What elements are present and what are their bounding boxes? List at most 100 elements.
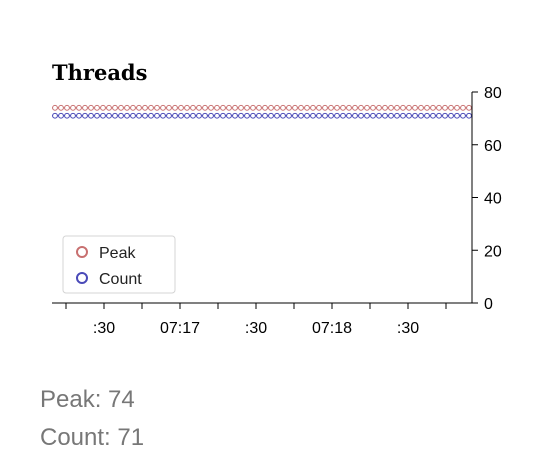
count-data-point bbox=[454, 112, 460, 119]
peak-data-point bbox=[412, 104, 418, 111]
peak-data-point bbox=[262, 104, 268, 111]
peak-data-point bbox=[202, 104, 208, 111]
count-data-point bbox=[58, 112, 64, 119]
peak-data-point bbox=[58, 104, 64, 111]
count-data-point bbox=[256, 112, 262, 119]
count-data-point bbox=[208, 112, 214, 119]
peak-data-point bbox=[178, 104, 184, 111]
count-data-point bbox=[268, 112, 274, 119]
count-data-point bbox=[436, 112, 442, 119]
count-data-point bbox=[358, 112, 364, 119]
peak-data-point bbox=[130, 104, 136, 111]
peak-data-point bbox=[358, 104, 364, 111]
peak-data-point bbox=[106, 104, 112, 111]
count-data-point bbox=[76, 112, 82, 119]
peak-data-point bbox=[232, 104, 238, 111]
count-data-point bbox=[382, 112, 388, 119]
peak-data-point bbox=[292, 104, 298, 111]
legend[interactable]: Peak Count bbox=[62, 235, 176, 294]
peak-data-point bbox=[244, 104, 250, 111]
peak-data-point bbox=[274, 104, 280, 111]
legend-peak-marker bbox=[76, 246, 88, 258]
y-tick-label: 20 bbox=[484, 243, 502, 260]
x-tick-label: :30 bbox=[245, 320, 267, 337]
peak-data-point bbox=[454, 104, 460, 111]
count-data-point bbox=[232, 112, 238, 119]
peak-data-point bbox=[208, 104, 214, 111]
count-data-point bbox=[166, 112, 172, 119]
peak-data-point bbox=[364, 104, 370, 111]
count-data-point bbox=[412, 112, 418, 119]
count-data-point bbox=[466, 112, 472, 119]
count-data-point bbox=[322, 112, 328, 119]
count-data-point bbox=[406, 112, 412, 119]
count-data-point bbox=[94, 112, 100, 119]
count-data-point bbox=[280, 112, 286, 119]
count-data-point bbox=[430, 112, 436, 119]
count-data-point bbox=[346, 112, 352, 119]
peak-data-point bbox=[214, 104, 220, 111]
count-data-point bbox=[184, 112, 190, 119]
legend-item-peak[interactable]: Peak bbox=[76, 245, 136, 262]
peak-data-point bbox=[82, 104, 88, 111]
count-data-point bbox=[118, 112, 124, 119]
count-data-point bbox=[250, 112, 256, 119]
series-layer bbox=[52, 104, 472, 119]
count-data-point bbox=[376, 112, 382, 119]
peak-data-point bbox=[286, 104, 292, 111]
y-tick-label: 80 bbox=[484, 85, 502, 102]
x-axis-ticks: :30 07:17:30 07:18:30 bbox=[65, 303, 447, 337]
legend-box bbox=[62, 235, 176, 294]
peak-data-point bbox=[196, 104, 202, 111]
peak-data-point bbox=[70, 104, 76, 111]
peak-data-point bbox=[76, 104, 82, 111]
threads-chart: Threads :30 07:17:30 07:18:30 0 20 40 60 80 Pe… bbox=[52, 60, 502, 337]
y-tick-label: 40 bbox=[484, 191, 502, 208]
count-data-point bbox=[448, 112, 454, 119]
x-tick-label: :30 bbox=[397, 320, 419, 337]
peak-data-point bbox=[466, 104, 472, 111]
peak-data-point bbox=[88, 104, 94, 111]
count-data-point bbox=[388, 112, 394, 119]
peak-data-point bbox=[430, 104, 436, 111]
x-tick-label: :30 bbox=[93, 320, 115, 337]
peak-data-point bbox=[268, 104, 274, 111]
peak-data-point bbox=[184, 104, 190, 111]
count-data-point bbox=[304, 112, 310, 119]
count-data-point bbox=[238, 112, 244, 119]
peak-data-point bbox=[166, 104, 172, 111]
count-data-point bbox=[226, 112, 232, 119]
count-data-point bbox=[130, 112, 136, 119]
y-axis-ticks: 0 20 40 60 80 bbox=[472, 85, 502, 313]
y-tick-label: 0 bbox=[484, 296, 493, 313]
peak-data-point bbox=[226, 104, 232, 111]
count-data-point bbox=[202, 112, 208, 119]
peak-data-point bbox=[388, 104, 394, 111]
count-data-point bbox=[292, 112, 298, 119]
peak-data-point bbox=[142, 104, 148, 111]
peak-data-point bbox=[400, 104, 406, 111]
peak-data-point bbox=[346, 104, 352, 111]
y-tick-label: 60 bbox=[484, 138, 502, 155]
peak-data-point bbox=[94, 104, 100, 111]
peak-data-point bbox=[112, 104, 118, 111]
count-data-point bbox=[352, 112, 358, 119]
x-tick-label: 07:18 bbox=[312, 320, 352, 337]
peak-data-point bbox=[172, 104, 178, 111]
peak-data-point bbox=[424, 104, 430, 111]
count-data-point bbox=[196, 112, 202, 119]
peak-data-point bbox=[328, 104, 334, 111]
count-data-point bbox=[460, 112, 466, 119]
count-data-point bbox=[442, 112, 448, 119]
count-data-point bbox=[310, 112, 316, 119]
count-data-point bbox=[88, 112, 94, 119]
peak-data-point bbox=[148, 104, 154, 111]
peak-data-point bbox=[298, 104, 304, 111]
count-data-point bbox=[190, 112, 196, 119]
peak-data-point bbox=[136, 104, 142, 111]
peak-data-point bbox=[238, 104, 244, 111]
count-data-point bbox=[148, 112, 154, 119]
count-stat: Count: 71 bbox=[40, 424, 145, 451]
count-data-point bbox=[100, 112, 106, 119]
legend-item-count[interactable]: Count bbox=[76, 271, 142, 288]
